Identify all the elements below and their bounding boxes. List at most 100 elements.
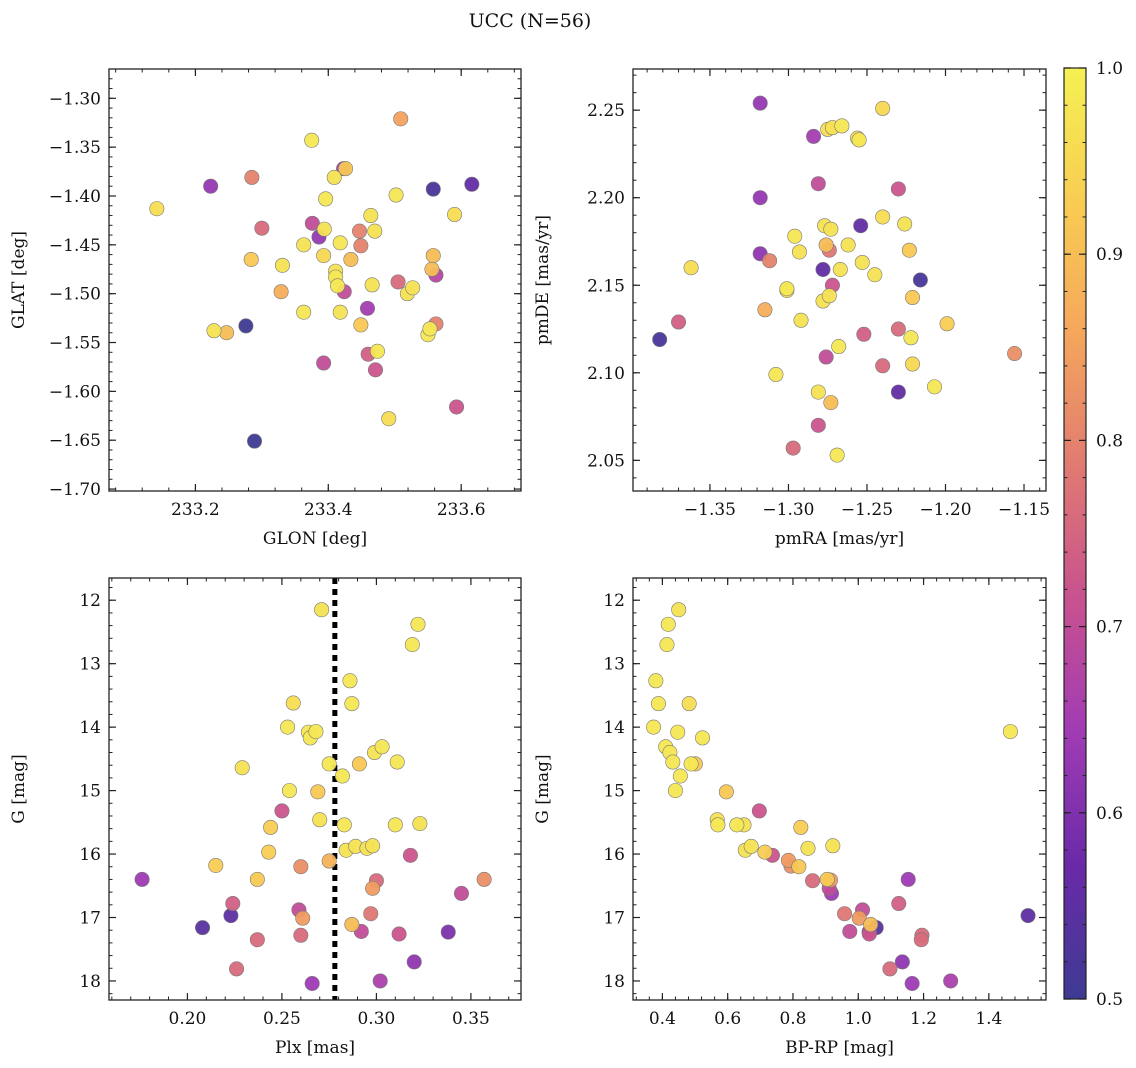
scatter-point <box>646 719 662 735</box>
scatter-point <box>710 817 726 833</box>
scatter-point <box>296 304 312 320</box>
x-tick-label: 233.2 <box>171 500 220 520</box>
figure-title: UCC (N=56) <box>469 10 592 32</box>
scatter-point <box>304 215 320 231</box>
scatter-point <box>823 221 839 237</box>
scatter-point <box>281 783 297 799</box>
x-tick-label: −1.25 <box>841 500 893 520</box>
scatter-point <box>149 201 165 217</box>
plot-frame <box>632 577 1047 1001</box>
plot-frame <box>108 577 522 1001</box>
colorbar-fill <box>1064 68 1086 999</box>
y-tick-label: 2.05 <box>587 451 625 471</box>
scatter-point <box>652 332 668 348</box>
scatter-point <box>293 859 309 875</box>
y-tick-label: 2.15 <box>587 276 625 296</box>
x-tick-label: 0.20 <box>169 1009 207 1029</box>
scatter-point <box>875 100 891 116</box>
colorbar-tick-label: 0.6 <box>1096 804 1123 824</box>
scatter-point <box>683 260 699 276</box>
y-tick-label: 15 <box>79 782 101 802</box>
scatter-point <box>208 857 224 873</box>
x-tick-label: 1.4 <box>975 1009 1002 1029</box>
scatter-point <box>410 616 426 632</box>
y-tick-label: 16 <box>79 845 101 865</box>
y-tick-label: 15 <box>603 782 625 802</box>
scatter-point <box>353 238 369 254</box>
scatter-point <box>367 362 383 378</box>
scatter-point <box>648 673 664 689</box>
y-tick-label: 17 <box>79 909 101 929</box>
y-tick-label: 12 <box>603 591 625 611</box>
scatter-point <box>195 920 211 936</box>
x-axis-label: BP-RP [mag] <box>785 1038 894 1058</box>
scatter-point <box>388 187 404 203</box>
scatter-point <box>837 906 853 922</box>
scatter-point <box>453 885 469 901</box>
scatter-point <box>806 128 822 144</box>
scatter-point <box>316 355 332 371</box>
x-tick-label: −1.15 <box>998 500 1050 520</box>
colorbar-tick-label: 1.0 <box>1096 59 1123 79</box>
scatter-point <box>425 248 441 264</box>
scatter-point <box>372 973 388 989</box>
scatter-point <box>274 803 290 819</box>
scatter-point <box>762 253 778 269</box>
scatter-point <box>342 673 358 689</box>
scatter-point <box>293 927 309 943</box>
y-tick-label: −1.40 <box>49 187 101 207</box>
scatter-point <box>943 973 959 989</box>
scatter-point <box>800 840 816 856</box>
scatter-point <box>318 191 334 207</box>
scatter-point <box>369 343 385 359</box>
scatter-point <box>927 379 943 395</box>
scatter-point <box>374 739 390 755</box>
scatter-point <box>391 926 407 942</box>
x-tick-label: 0.6 <box>714 1009 741 1029</box>
scatter-point <box>351 756 367 772</box>
y-tick-label: 14 <box>603 718 625 738</box>
scatter-point <box>810 384 826 400</box>
scatter-point <box>787 228 803 244</box>
scatter-point <box>818 237 834 253</box>
y-tick-label: −1.35 <box>49 138 101 158</box>
scatter-point <box>365 880 381 896</box>
scatter-point <box>793 819 809 835</box>
scatter-point <box>402 847 418 863</box>
scatter-point <box>665 754 681 770</box>
scatter-point <box>316 248 332 264</box>
scatter-point <box>330 278 346 294</box>
scatter-point <box>447 207 463 223</box>
scatter-point <box>229 961 245 977</box>
scatter-point <box>671 602 687 618</box>
x-tick-label: −1.35 <box>684 500 736 520</box>
scatter-point <box>729 817 745 833</box>
scatter-point <box>681 696 697 712</box>
scatter-point <box>285 695 301 711</box>
y-axis-label: GLAT [deg] <box>9 231 29 329</box>
y-tick-label: −1.65 <box>49 431 101 451</box>
y-tick-label: −1.45 <box>49 236 101 256</box>
scatter-point <box>1020 908 1036 924</box>
colorbar: 0.5 0.6 0.7 0.8 0.9 1.0 <box>1063 59 1123 1010</box>
scatter-point <box>344 696 360 712</box>
scatter-point <box>810 417 826 433</box>
scatter-point <box>856 326 872 342</box>
scatter-point <box>273 284 289 300</box>
y-axis-label: G [mag] <box>9 754 29 823</box>
y-tick-label: 2.10 <box>587 364 625 384</box>
scatter-point <box>823 395 839 411</box>
scatter-point <box>853 218 869 234</box>
scatter-point <box>412 816 428 832</box>
scatter-point <box>905 290 921 306</box>
scatter-point <box>363 906 379 922</box>
scatter-point <box>1002 724 1018 740</box>
scatter-point <box>894 954 910 970</box>
scatter-point <box>670 724 686 740</box>
y-tick-label: 14 <box>79 718 101 738</box>
scatter-point <box>683 756 699 772</box>
panel-glon-glat: 233.2 233.4 233.6 −1.30 −1.35 −1.40 −1.45 −1.50… <box>9 68 522 549</box>
scatter-point <box>854 254 870 270</box>
scatter-point <box>244 169 260 185</box>
x-tick-label: 0.35 <box>452 1009 490 1029</box>
